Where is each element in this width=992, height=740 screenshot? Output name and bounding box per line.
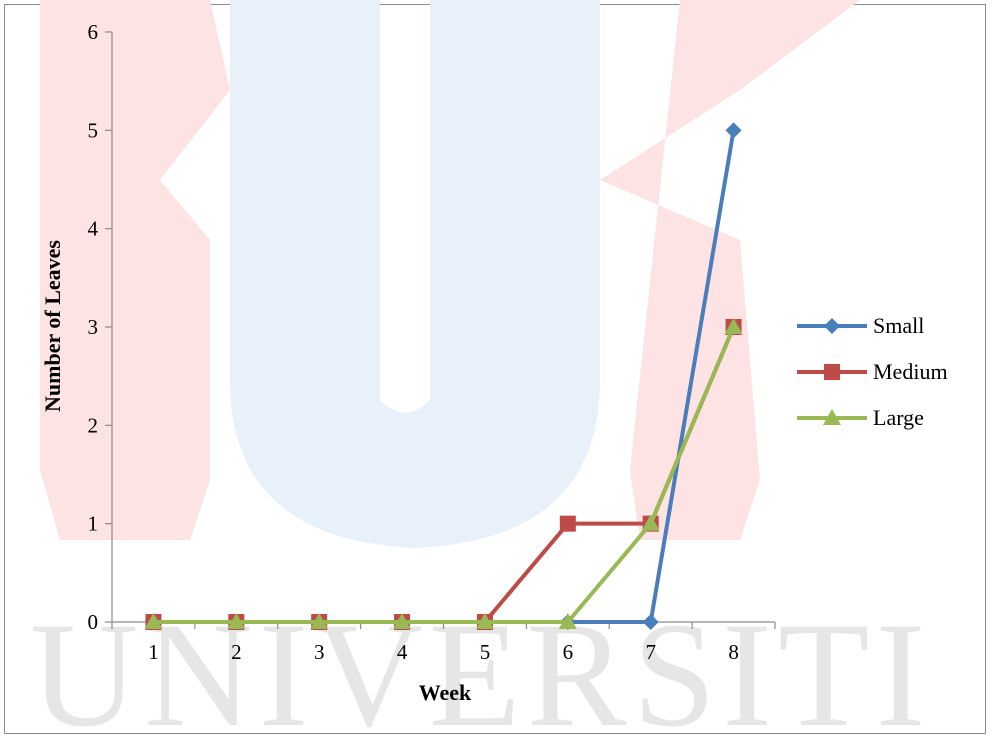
series-line-large bbox=[153, 326, 736, 624]
x-ticks: 1 2 3 4 5 6 7 8 bbox=[111, 622, 776, 664]
x-axis-title: Week bbox=[419, 680, 472, 705]
series-small bbox=[145, 122, 742, 630]
legend-marker-medium bbox=[824, 364, 840, 380]
series-line-small bbox=[153, 130, 736, 624]
legend-marker-large bbox=[823, 409, 841, 425]
legend-label-small: Small bbox=[873, 313, 924, 338]
watermark-right-arm bbox=[600, 0, 860, 540]
data-point-large bbox=[558, 613, 577, 629]
y-tick-label: 4 bbox=[88, 217, 99, 241]
series-layer bbox=[144, 122, 743, 630]
data-point-small bbox=[642, 614, 659, 630]
legend-label-large: Large bbox=[873, 405, 924, 430]
y-tick-label: 6 bbox=[88, 20, 99, 44]
data-point-large bbox=[144, 613, 163, 629]
legend-label-medium: Medium bbox=[873, 359, 948, 384]
x-tick-label: 3 bbox=[314, 640, 325, 664]
data-point-small bbox=[725, 122, 742, 139]
data-point-medium bbox=[559, 515, 576, 532]
y-axis-title: Number of Leaves bbox=[40, 240, 65, 412]
x-tick-label: 4 bbox=[397, 640, 408, 664]
watermark-left-arm bbox=[40, 0, 230, 540]
legend: Small Medium Large bbox=[797, 313, 948, 430]
y-tick-label: 0 bbox=[88, 610, 99, 634]
y-tick-label: 1 bbox=[88, 512, 99, 536]
x-tick-label: 5 bbox=[480, 640, 491, 664]
legend-item-medium: Medium bbox=[797, 359, 948, 384]
data-point-large bbox=[724, 318, 743, 334]
series-large bbox=[144, 318, 743, 629]
y-ticks: 0 1 2 3 4 5 6 bbox=[88, 20, 112, 634]
data-point-large bbox=[475, 613, 494, 629]
axes: 0 1 2 3 4 5 6 1 2 3 4 5 6 7 8 bbox=[88, 20, 776, 664]
legend-item-small: Small bbox=[797, 313, 924, 338]
data-point-large bbox=[310, 613, 329, 629]
y-tick-label: 3 bbox=[88, 315, 99, 339]
x-tick-label: 2 bbox=[231, 640, 242, 664]
legend-marker-small bbox=[824, 318, 840, 334]
legend-item-large: Large bbox=[797, 405, 924, 430]
x-tick-label: 6 bbox=[563, 640, 574, 664]
x-tick-label: 1 bbox=[148, 640, 159, 664]
x-tick-label: 8 bbox=[728, 640, 739, 664]
series-medium bbox=[145, 319, 742, 630]
y-tick-label: 5 bbox=[88, 118, 99, 142]
x-tick-label: 7 bbox=[645, 640, 656, 664]
data-point-large bbox=[227, 613, 246, 629]
data-point-large bbox=[393, 613, 412, 629]
series-line-medium bbox=[153, 326, 736, 624]
data-point-large bbox=[641, 514, 660, 531]
y-tick-label: 2 bbox=[88, 413, 99, 437]
watermark-cup bbox=[230, 0, 600, 548]
